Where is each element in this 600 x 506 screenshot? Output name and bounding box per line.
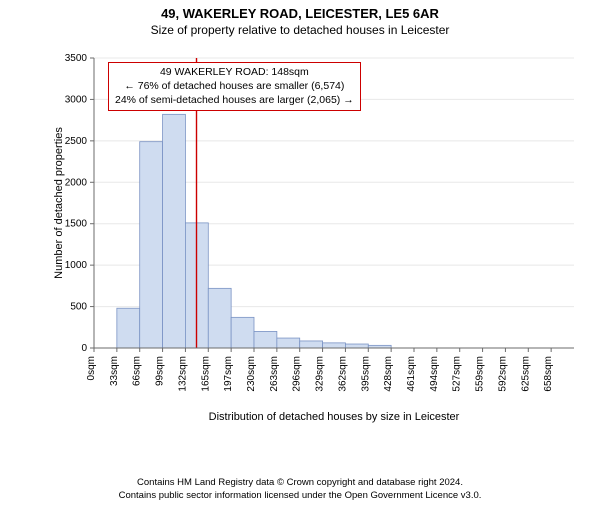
svg-text:Number of detached properties: Number of detached properties [53, 127, 65, 279]
page-subtitle: Size of property relative to detached ho… [0, 23, 600, 37]
svg-text:132sqm: 132sqm [177, 356, 188, 392]
page-title: 49, WAKERLEY ROAD, LEICESTER, LE5 6AR [0, 6, 600, 21]
svg-text:494sqm: 494sqm [429, 356, 440, 392]
svg-text:625sqm: 625sqm [520, 356, 531, 392]
info-line-1: 49 WAKERLEY ROAD: 148sqm [115, 65, 354, 79]
svg-text:2500: 2500 [65, 136, 88, 147]
svg-text:658sqm: 658sqm [543, 356, 554, 392]
svg-text:66sqm: 66sqm [132, 356, 143, 386]
svg-text:1500: 1500 [65, 219, 88, 230]
chart-svg: 0 500 1000 1500 2000 2500 3000 3500 0sqm 33sqm 66s… [50, 54, 580, 434]
svg-text:33sqm: 33sqm [109, 356, 120, 386]
svg-text:428sqm: 428sqm [383, 356, 394, 392]
svg-text:329sqm: 329sqm [315, 356, 326, 392]
svg-text:527sqm: 527sqm [452, 356, 463, 392]
svg-text:500: 500 [70, 302, 87, 313]
svg-text:263sqm: 263sqm [269, 356, 280, 392]
svg-text:2000: 2000 [65, 177, 88, 188]
svg-text:395sqm: 395sqm [360, 356, 371, 392]
svg-text:0sqm: 0sqm [86, 356, 97, 380]
svg-text:Distribution of detached house: Distribution of detached houses by size … [209, 411, 460, 423]
svg-text:0: 0 [81, 343, 87, 354]
marker-info-box: 49 WAKERLEY ROAD: 148sqm ← 76% of detach… [108, 62, 361, 111]
svg-text:3000: 3000 [65, 94, 88, 105]
svg-text:296sqm: 296sqm [292, 356, 303, 392]
svg-text:197sqm: 197sqm [223, 356, 234, 392]
svg-text:362sqm: 362sqm [337, 356, 348, 392]
svg-text:1000: 1000 [65, 260, 88, 271]
svg-text:230sqm: 230sqm [246, 356, 257, 392]
footer-line-1: Contains HM Land Registry data © Crown c… [0, 477, 600, 489]
svg-text:592sqm: 592sqm [497, 356, 508, 392]
svg-text:3500: 3500 [65, 54, 88, 64]
svg-text:461sqm: 461sqm [406, 356, 417, 392]
footer: Contains HM Land Registry data © Crown c… [0, 477, 600, 502]
info-line-2: ← 76% of detached houses are smaller (6,… [115, 79, 354, 93]
svg-text:99sqm: 99sqm [155, 356, 166, 386]
footer-line-2: Contains public sector information licen… [0, 490, 600, 502]
histogram-chart: 49 WAKERLEY ROAD: 148sqm ← 76% of detach… [50, 54, 580, 434]
info-line-3: 24% of semi-detached houses are larger (… [115, 93, 354, 107]
svg-text:559sqm: 559sqm [475, 356, 486, 392]
svg-text:165sqm: 165sqm [200, 356, 211, 392]
